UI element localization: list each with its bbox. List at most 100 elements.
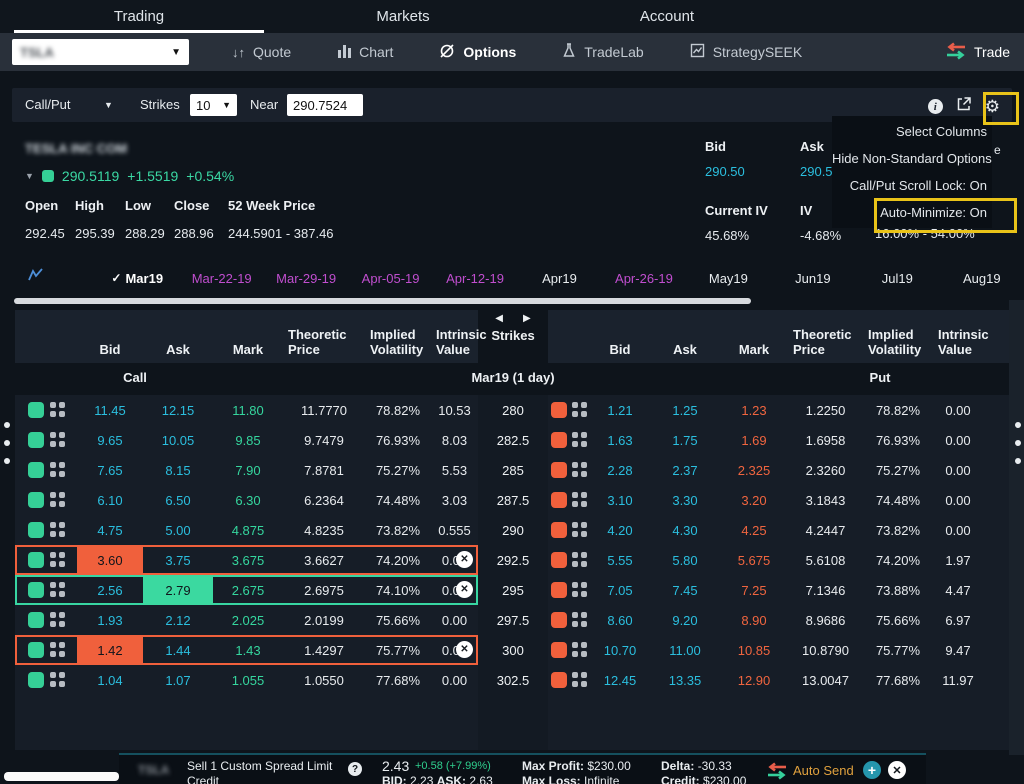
grid-menu-icon[interactable] <box>572 582 588 598</box>
put-ask-cell[interactable]: 11.00 <box>669 642 701 658</box>
call-mark-cell[interactable]: 11.80 <box>232 402 264 418</box>
grid-menu-icon[interactable] <box>50 402 66 418</box>
toolbar-item-tradelab[interactable]: TradeLab <box>562 43 644 61</box>
call-ask-cell[interactable]: 2.12 <box>165 612 191 628</box>
trade-button[interactable]: Trade <box>945 33 1010 71</box>
put-mark-cell[interactable]: 12.90 <box>737 672 771 688</box>
put-iv-cell[interactable]: 74.20% <box>875 552 921 568</box>
position-indicator-icon[interactable] <box>551 612 567 628</box>
position-indicator-icon[interactable] <box>28 672 44 688</box>
put-iv-cell[interactable]: 77.68% <box>875 672 921 688</box>
menu-item-3[interactable]: Auto-Minimize: On <box>880 205 987 220</box>
call-intr-cell[interactable]: 0.555 <box>438 522 471 538</box>
position-indicator-icon[interactable] <box>551 672 567 688</box>
put-theo-cell[interactable]: 7.1346 <box>805 582 846 598</box>
call-theo-cell[interactable]: 7.8781 <box>304 462 344 478</box>
call-theo-cell[interactable]: 9.7479 <box>304 432 344 448</box>
call-bid-cell[interactable]: 11.45 <box>94 402 126 418</box>
grid-menu-icon[interactable] <box>572 642 588 658</box>
grid-menu-icon[interactable] <box>50 612 66 628</box>
call-mark-cell[interactable]: 2.675 <box>231 582 265 598</box>
call-ask-cell[interactable]: 6.50 <box>165 492 191 508</box>
call-intr-cell[interactable]: 3.03 <box>441 492 468 508</box>
call-bid-cell[interactable]: 1.93 <box>97 612 123 628</box>
position-indicator-icon[interactable] <box>551 432 567 448</box>
close-order-bar-button[interactable]: ✕ <box>888 761 906 779</box>
put-bid-cell[interactable]: 10.70 <box>603 642 637 658</box>
put-intr-cell[interactable]: 0.00 <box>945 522 971 538</box>
grid-menu-icon[interactable] <box>50 642 66 658</box>
call-ask-cell[interactable]: 10.05 <box>161 432 195 448</box>
expiration-tab-Mar-29-19[interactable]: Mar-29-19 <box>264 265 348 291</box>
grid-menu-icon[interactable] <box>572 402 588 418</box>
nav-tab-trading[interactable]: Trading <box>14 0 264 33</box>
put-ask-cell[interactable]: 3.30 <box>672 492 698 508</box>
toolbar-item-quote[interactable]: ↓↑ Quote <box>232 44 291 60</box>
put-intr-cell[interactable]: 0.00 <box>945 432 971 448</box>
expiration-tab-Apr-05-19[interactable]: Apr-05-19 <box>348 265 432 291</box>
position-indicator-icon[interactable] <box>28 462 44 478</box>
position-indicator-icon[interactable] <box>28 522 44 538</box>
column-header-bid[interactable]: Bid <box>609 342 631 357</box>
position-indicator-icon[interactable] <box>28 642 44 658</box>
put-iv-cell[interactable]: 73.88% <box>875 582 921 598</box>
put-bid-cell[interactable]: 5.55 <box>607 552 633 568</box>
put-mark-cell[interactable]: 10.85 <box>737 642 771 658</box>
call-mark-cell[interactable]: 1.055 <box>231 672 265 688</box>
call-ask-cell[interactable]: 5.00 <box>165 522 191 538</box>
put-mark-cell[interactable]: 2.325 <box>737 462 771 478</box>
call-iv-cell[interactable]: 75.77% <box>375 642 421 658</box>
position-indicator-icon[interactable] <box>551 642 567 658</box>
put-ask-cell[interactable]: 5.80 <box>672 552 698 568</box>
call-theo-cell[interactable]: 2.0199 <box>304 612 344 628</box>
put-intr-cell[interactable]: 6.97 <box>945 612 971 628</box>
put-mark-cell[interactable]: 8.90 <box>741 612 767 628</box>
call-bid-cell[interactable]: 4.75 <box>97 522 123 538</box>
call-iv-cell[interactable]: 76.93% <box>375 432 421 448</box>
column-header-intr[interactable]: Intrinsic Value <box>436 327 487 357</box>
chevron-down-icon[interactable]: ▼ <box>25 171 34 181</box>
call-intr-cell[interactable]: 8.03 <box>441 432 468 448</box>
position-indicator-icon[interactable] <box>28 432 44 448</box>
callput-filter[interactable]: Call/Put <box>25 97 71 112</box>
position-indicator-icon[interactable] <box>551 402 567 418</box>
column-header-iv[interactable]: Implied Volatility <box>868 327 922 357</box>
call-mark-cell[interactable]: 6.30 <box>235 492 261 508</box>
call-intr-cell[interactable]: 0.00 <box>441 672 468 688</box>
put-intr-cell[interactable]: 1.97 <box>945 552 971 568</box>
share-icon[interactable] <box>956 96 972 117</box>
call-theo-cell[interactable]: 4.8235 <box>304 522 344 538</box>
grid-menu-icon[interactable] <box>572 552 588 568</box>
expiration-tab-Aug19[interactable]: Aug19 <box>940 265 1024 291</box>
grid-menu-icon[interactable] <box>572 612 588 628</box>
grid-menu-icon[interactable] <box>50 582 66 598</box>
column-header-theo[interactable]: Theoretic Price <box>288 327 347 357</box>
put-bid-cell[interactable]: 4.20 <box>607 522 633 538</box>
call-ask-cell[interactable]: 8.15 <box>165 462 191 478</box>
position-indicator-icon[interactable] <box>551 522 567 538</box>
call-theo-cell[interactable]: 1.0550 <box>304 672 344 688</box>
near-strike-input[interactable] <box>287 94 363 116</box>
grid-menu-icon[interactable] <box>50 492 66 508</box>
column-header-intr[interactable]: Intrinsic Value <box>938 327 989 357</box>
expiration-tab-Jun19[interactable]: Jun19 <box>771 265 855 291</box>
put-ask-cell[interactable]: 1.75 <box>672 432 698 448</box>
strikes-count-dropdown[interactable]: 10 ▼ <box>190 94 237 116</box>
grid-menu-icon[interactable] <box>572 672 588 688</box>
expiration-tab-Apr-26-19[interactable]: Apr-26-19 <box>602 265 686 291</box>
put-theo-cell[interactable]: 4.2447 <box>805 522 846 538</box>
call-mark-cell[interactable]: 3.675 <box>231 552 265 568</box>
put-iv-cell[interactable]: 78.82% <box>875 402 921 418</box>
chart-line-icon[interactable] <box>27 267 44 289</box>
call-iv-cell[interactable]: 74.10% <box>375 582 421 598</box>
put-ask-cell[interactable]: 7.45 <box>672 582 698 598</box>
call-ask-cell[interactable]: 12.15 <box>161 402 195 418</box>
call-theo-cell[interactable]: 11.7770 <box>300 402 348 418</box>
put-bid-cell[interactable]: 8.60 <box>607 612 633 628</box>
put-bid-cell[interactable]: 1.63 <box>607 432 633 448</box>
put-theo-cell[interactable]: 10.8790 <box>802 642 849 658</box>
call-mark-cell[interactable]: 2.025 <box>231 612 265 628</box>
call-intr-cell[interactable]: 0.00 <box>441 612 468 628</box>
put-intr-cell[interactable]: 0.00 <box>945 462 971 478</box>
column-header-ask[interactable]: Ask <box>166 342 190 357</box>
